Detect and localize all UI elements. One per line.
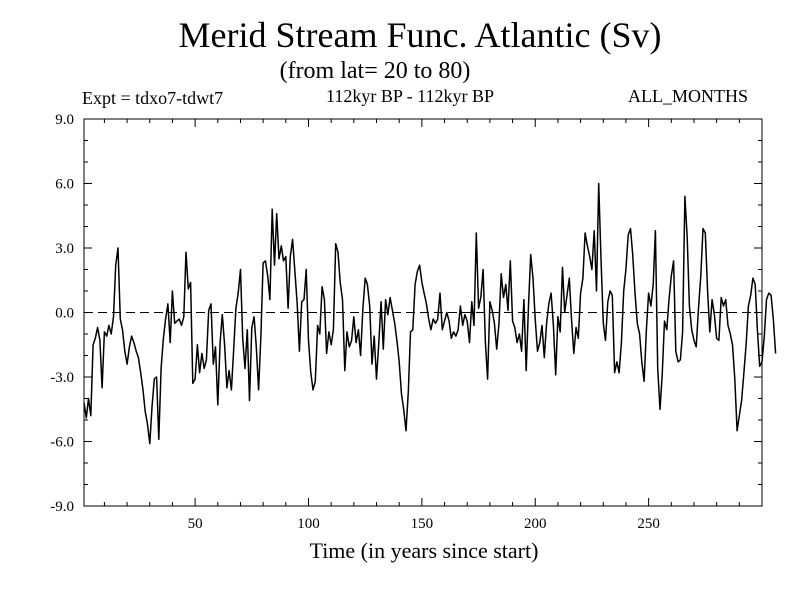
y-tick-label: 3.0 [55,241,74,257]
data-series-line [83,182,777,445]
chart-subtitle: (from lat= 20 to 80) [279,58,471,84]
x-tick-label: 100 [297,516,320,532]
y-tick-label: 9.0 [55,112,74,128]
x-tick-label: 150 [411,516,434,532]
y-tick-label: -6.0 [50,435,74,451]
chart-title: Merid Stream Func. Atlantic (Sv) [178,15,662,55]
experiment-label: Expt = tdxo7-tdwt7 [82,88,224,108]
y-tick-label: -3.0 [50,370,74,386]
plot-frame [83,118,763,507]
y-tick-label: -9.0 [50,499,74,515]
x-tick-label: 250 [637,516,660,532]
tick-labels: 50 100 150 200 250 -9.0 -6.0 -3.0 0.0 3.0 6.0 9.0 [50,112,660,532]
months-label: ALL_MONTHS [628,86,748,106]
x-tick-label: 200 [524,516,547,532]
x-tick-label: 50 [188,516,203,532]
axis-ticks [84,119,762,506]
period-label: 112kyr BP - 112kyr BP [326,86,495,106]
y-tick-label: 6.0 [55,177,74,193]
x-axis-label: Time (in years since start) [309,538,539,563]
y-tick-label: 0.0 [55,306,74,322]
